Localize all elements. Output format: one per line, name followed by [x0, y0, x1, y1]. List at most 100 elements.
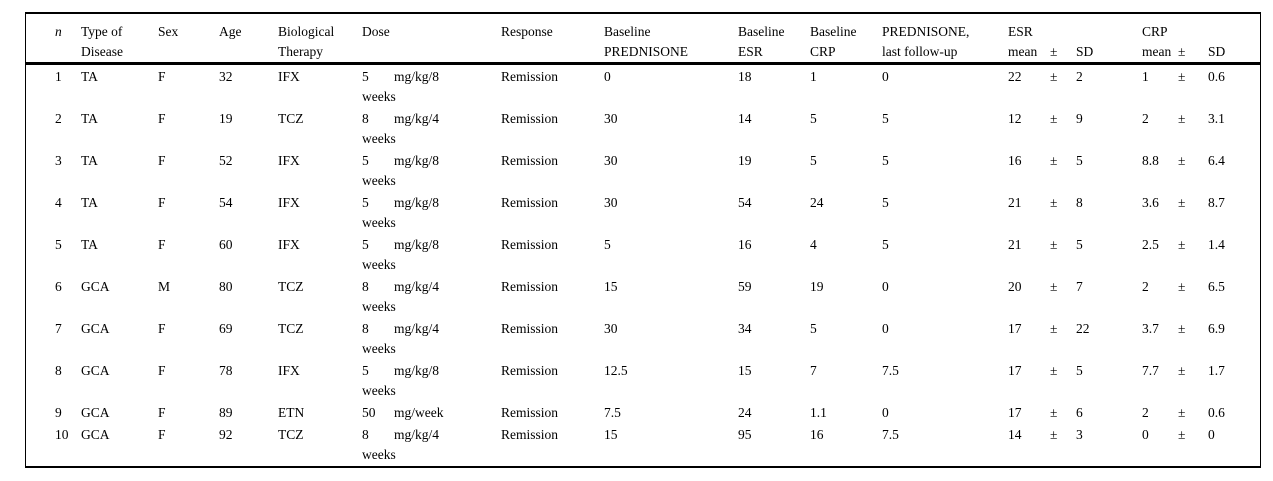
esr-mean: 17: [1008, 321, 1022, 336]
cell-baseline-crp: 1: [810, 69, 817, 84]
cell-n: 7: [55, 321, 62, 336]
crp-sd: 3.1: [1208, 111, 1225, 126]
cell-age: 32: [219, 69, 233, 84]
crp-sd: 8.7: [1208, 195, 1225, 210]
esr-label: ESR: [1008, 24, 1033, 39]
dose-amount: 50: [362, 405, 376, 420]
table-row: 7 GCA F 69 TCZ 8 mg/kg/4 weeks Remission 30 34 5 0 17…: [26, 317, 1260, 359]
cell-sex: M: [158, 279, 171, 294]
cell-esr-mean-sd: 21 ±8: [1008, 191, 1142, 233]
plus-minus-sign: ±: [1178, 321, 1186, 336]
cell-therapy: TCZ: [278, 427, 304, 442]
plus-minus-sign: ±: [1178, 69, 1186, 84]
cell-baseline-prednisone: 30: [604, 111, 618, 126]
cell-baseline-crp: 5: [810, 153, 817, 168]
crp-mean: 2: [1142, 279, 1149, 294]
col-header-response: Response: [501, 14, 604, 65]
cell-disease: TA: [81, 195, 98, 210]
crp-sd: 0.6: [1208, 69, 1225, 84]
cell-response: Remission: [501, 321, 559, 336]
cell-baseline-esr: 34: [738, 321, 752, 336]
cell-prednisone-followup: 0: [882, 405, 889, 420]
dose-line1: 5 mg/kg/8: [362, 361, 501, 381]
crp-sd: 0.6: [1208, 405, 1225, 420]
cell-disease: GCA: [81, 405, 110, 420]
crp-mean: 3.6: [1142, 195, 1159, 210]
cell-disease: GCA: [81, 279, 110, 294]
esr-mean: 16: [1008, 153, 1022, 168]
table-row: 8 GCA F 78 IFX 5 mg/kg/8 weeks Remission 12.5 15 7 7…: [26, 359, 1260, 401]
table-row: 2 TA F 19 TCZ 8 mg/kg/4 weeks Remission 30 14 5 5 12 ±…: [26, 107, 1260, 149]
crp-sd: 1.7: [1208, 363, 1225, 378]
dose-line1: 8 mg/kg/4: [362, 425, 501, 445]
cell-crp-mean-sd: 1 ±0.6: [1142, 64, 1260, 108]
crp-mean: 2: [1142, 405, 1149, 420]
esr-mean: 21: [1008, 237, 1022, 252]
cell-esr-mean-sd: 17 ±6: [1008, 401, 1142, 423]
cell-baseline-esr: 24: [738, 405, 752, 420]
plus-minus-sign: ±: [1178, 237, 1186, 252]
plus-minus-sign: ±: [1178, 195, 1186, 210]
dose-unit: mg/kg/8: [394, 363, 440, 378]
cell-baseline-crp: 16: [810, 427, 824, 442]
plus-minus-sign: ±: [1178, 279, 1186, 294]
cell-prednisone-followup: 0: [882, 279, 889, 294]
cell-dose: 8 mg/kg/4 weeks: [362, 317, 501, 359]
cell-n: 3: [55, 153, 62, 168]
cell-crp-mean-sd: 0 ±0: [1142, 423, 1260, 465]
plus-minus-sign: ±: [1050, 405, 1058, 420]
col-header-baseline-prednisone: Baseline PREDNISONE: [604, 14, 738, 65]
cell-baseline-esr: 18: [738, 69, 752, 84]
cell-response: Remission: [501, 153, 559, 168]
cell-response: Remission: [501, 237, 559, 252]
cell-therapy: TCZ: [278, 321, 304, 336]
mean-label: mean: [1142, 44, 1172, 59]
cell-n: 2: [55, 111, 62, 126]
table-body: 1 TA F 32 IFX 5 mg/kg/8 weeks Remission 0 18 1 0 22 ±2…: [26, 64, 1260, 466]
cell-crp-mean-sd: 7.7 ±1.7: [1142, 359, 1260, 401]
cell-therapy: TCZ: [278, 279, 304, 294]
cell-crp-mean-sd: 2 ±3.1: [1142, 107, 1260, 149]
cell-esr-mean-sd: 20 ±7: [1008, 275, 1142, 317]
dose-amount: 5: [362, 363, 369, 378]
cell-response: Remission: [501, 363, 559, 378]
cell-disease: GCA: [81, 427, 110, 442]
cell-baseline-prednisone: 30: [604, 195, 618, 210]
dose-line1: 8 mg/kg/4: [362, 277, 501, 297]
cell-baseline-crp: 1.1: [810, 405, 827, 420]
dose-line1: 8 mg/kg/4: [362, 319, 501, 339]
cell-esr-mean-sd: 21 ±5: [1008, 233, 1142, 275]
esr-sd: 9: [1076, 111, 1083, 126]
dose-line1: 5 mg/kg/8: [362, 193, 501, 213]
cell-n: 6: [55, 279, 62, 294]
cell-response: Remission: [501, 427, 559, 442]
crp-label: CRP: [1142, 24, 1168, 39]
crp-mean-sd-subheader: mean ± SD: [1142, 42, 1252, 62]
crp-sd: 6.5: [1208, 279, 1225, 294]
cell-disease: TA: [81, 153, 98, 168]
cell-disease: TA: [81, 111, 98, 126]
cell-baseline-crp: 5: [810, 111, 817, 126]
cell-age: 89: [219, 405, 233, 420]
dose-unit: mg/kg/4: [394, 279, 440, 294]
col-header-sex: Sex: [158, 14, 219, 65]
cell-sex: F: [158, 363, 166, 378]
cell-dose: 8 mg/kg/4 weeks: [362, 107, 501, 149]
cell-dose: 5 mg/kg/8 weeks: [362, 191, 501, 233]
cell-baseline-esr: 19: [738, 153, 752, 168]
patients-table: n Type of Disease Sex Age Biological The…: [26, 14, 1260, 465]
cell-sex: F: [158, 69, 166, 84]
dose-amount: 8: [362, 279, 369, 294]
cell-baseline-prednisone: 0: [604, 69, 611, 84]
dose-unit: mg/kg/8: [394, 195, 440, 210]
cell-baseline-esr: 54: [738, 195, 752, 210]
esr-sd: 5: [1076, 153, 1083, 168]
cell-response: Remission: [501, 405, 559, 420]
cell-crp-mean-sd: 2 ±6.5: [1142, 275, 1260, 317]
plus-minus-sign: ±: [1050, 195, 1058, 210]
plus-minus-sign: ±: [1050, 363, 1058, 378]
crp-mean: 8.8: [1142, 153, 1159, 168]
cell-n: 4: [55, 195, 62, 210]
sd-label: SD: [1208, 44, 1226, 59]
